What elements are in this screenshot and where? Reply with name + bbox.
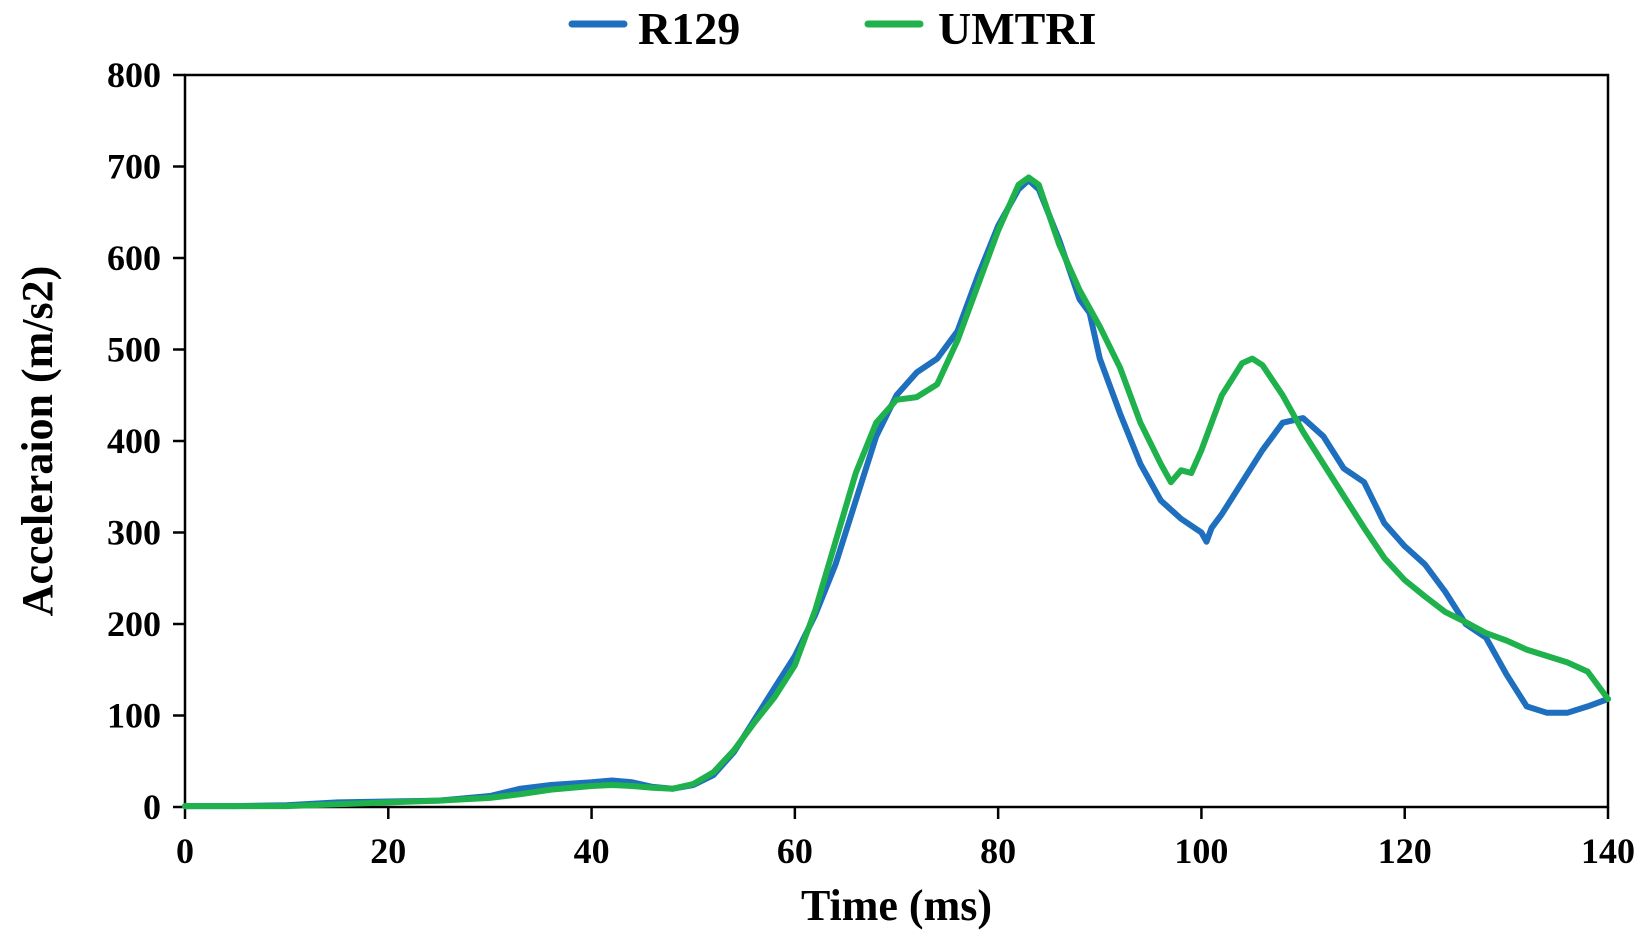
- series-line-umtri: [182, 174, 1611, 810]
- x-tick-label: 80: [980, 831, 1016, 871]
- x-tick-label: 100: [1174, 831, 1228, 871]
- y-tick-label: 400: [107, 421, 161, 461]
- plot-lines: [182, 174, 1611, 810]
- y-tick-label: 300: [107, 513, 161, 553]
- x-tick-label: 0: [176, 831, 194, 871]
- y-tick-label: 100: [107, 696, 161, 736]
- y-axis-title: Acceleraion (m/s2): [13, 266, 62, 617]
- series-line-r129: [182, 177, 1611, 810]
- legend-label-umtri: UMTRI: [938, 3, 1096, 54]
- plot-frame: [183, 73, 1610, 809]
- y-tick-label: 500: [107, 330, 161, 370]
- axes: 0 20 40 60 80 100 120 140 0 100 200 300 400 500 600 700…: [107, 55, 1635, 871]
- x-tick-label: 60: [777, 831, 813, 871]
- y-tick-label: 700: [107, 147, 161, 187]
- legend: R129 UMTRI: [568, 3, 1096, 54]
- x-tick-label: 20: [370, 831, 406, 871]
- x-tick-label: 120: [1378, 831, 1432, 871]
- y-tick-label: 600: [107, 238, 161, 278]
- y-tick-label: 200: [107, 604, 161, 644]
- legend-label-r129: R129: [638, 3, 740, 54]
- y-tick-label: 800: [107, 55, 161, 95]
- y-tick-label: 0: [143, 787, 161, 827]
- x-axis-title: Time (ms): [801, 881, 992, 930]
- x-tick-label: 40: [574, 831, 610, 871]
- x-tick-label: 140: [1581, 831, 1635, 871]
